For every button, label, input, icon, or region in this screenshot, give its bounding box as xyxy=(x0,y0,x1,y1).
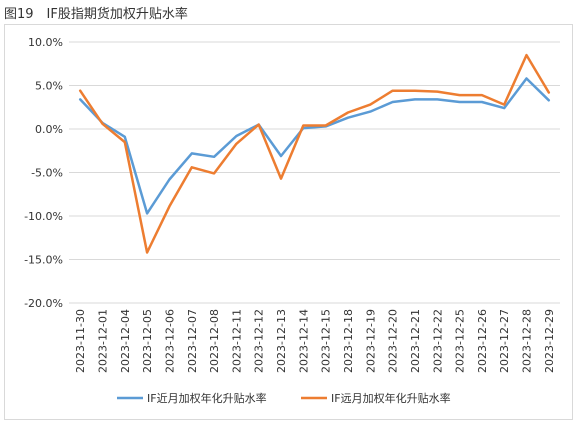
x-tick-label: 2023-12-11 xyxy=(230,309,243,373)
x-tick-label: 2023-12-07 xyxy=(186,309,199,373)
x-tick-label: 2023-12-18 xyxy=(342,309,355,373)
x-tick-label: 2023-12-08 xyxy=(208,309,221,373)
y-tick-label: -20.0% xyxy=(24,297,63,310)
x-tick-label: 2023-12-14 xyxy=(297,309,310,373)
chart-frame: 10.0% 5.0% 0.0% -5.0% -10.0% -15.0% -20.0% 2023… xyxy=(4,24,573,420)
x-tick-label: 2023-12-27 xyxy=(498,309,511,373)
x-tick-label: 2023-12-19 xyxy=(364,309,377,373)
y-tick-label: -5.0% xyxy=(31,167,63,180)
y-tick-label: 0.0% xyxy=(35,123,63,136)
x-tick-label: 2023-12-21 xyxy=(409,309,422,373)
y-tick-label: 10.0% xyxy=(28,36,63,49)
x-tick-label: 2023-12-20 xyxy=(387,309,400,373)
x-tick-label: 2023-12-29 xyxy=(543,309,556,373)
legend-label: IF远月加权年化升贴水率 xyxy=(331,391,451,405)
x-tick-label: 2023-12-15 xyxy=(320,309,333,373)
x-tick-label: 2023-12-13 xyxy=(275,309,288,373)
y-tick-label: 5.0% xyxy=(35,80,63,93)
x-tick-label: 2023-12-12 xyxy=(253,309,266,373)
x-tick-label: 2023-12-06 xyxy=(163,309,176,373)
series-line-far xyxy=(78,53,551,254)
y-tick-label: -10.0% xyxy=(24,210,63,223)
x-tick-label: 2023-12-05 xyxy=(141,309,154,373)
figure-title: 图19 IF股指期货加权升贴水率 xyxy=(4,7,188,22)
y-tick-label: -15.0% xyxy=(24,254,63,267)
x-tick-label: 2023-12-26 xyxy=(476,309,489,373)
legend-label: IF近月加权年化升贴水率 xyxy=(147,391,267,405)
x-tick-label: 2023-11-30 xyxy=(74,309,87,373)
x-tick-label: 2023-12-22 xyxy=(431,309,444,373)
x-tick-label: 2023-12-28 xyxy=(521,309,534,373)
x-tick-label: 2023-12-25 xyxy=(454,309,467,373)
line-chart: 10.0% 5.0% 0.0% -5.0% -10.0% -15.0% -20.0% 2023… xyxy=(24,36,560,405)
series-line-near xyxy=(78,77,551,215)
x-tick-label: 2023-12-04 xyxy=(119,309,132,373)
x-tick-label: 2023-12-01 xyxy=(96,309,109,373)
